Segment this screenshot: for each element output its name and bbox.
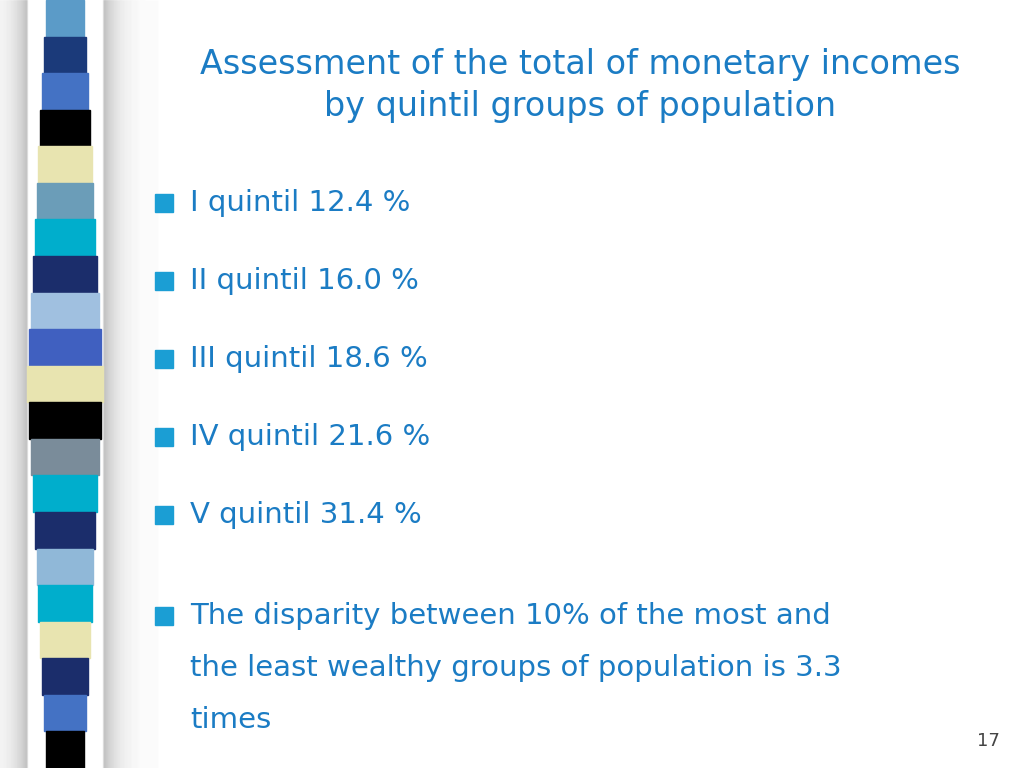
Text: V quintil 31.4 %: V quintil 31.4 % [190, 501, 422, 529]
Polygon shape [44, 37, 86, 73]
Polygon shape [155, 194, 173, 212]
Text: Assessment of the total of monetary incomes
by quintil groups of population: Assessment of the total of monetary inco… [200, 48, 961, 123]
Polygon shape [155, 428, 173, 446]
Text: III quintil 18.6 %: III quintil 18.6 % [190, 345, 428, 373]
Polygon shape [40, 110, 90, 146]
Polygon shape [155, 607, 173, 625]
Polygon shape [39, 146, 91, 183]
Text: I quintil 12.4 %: I quintil 12.4 % [190, 189, 411, 217]
Polygon shape [46, 731, 84, 768]
Text: 17: 17 [977, 732, 1000, 750]
Polygon shape [31, 439, 99, 475]
Polygon shape [155, 506, 173, 524]
Polygon shape [37, 548, 93, 585]
Polygon shape [37, 183, 93, 220]
Polygon shape [27, 366, 103, 402]
Polygon shape [35, 512, 95, 548]
Polygon shape [31, 293, 99, 329]
Polygon shape [46, 0, 84, 37]
Polygon shape [29, 329, 101, 366]
Polygon shape [29, 402, 101, 439]
Text: times: times [190, 706, 271, 734]
Polygon shape [33, 475, 97, 512]
Polygon shape [35, 220, 95, 256]
Polygon shape [42, 658, 88, 695]
Text: The disparity between 10% of the most and: The disparity between 10% of the most an… [190, 602, 830, 630]
Polygon shape [33, 256, 97, 293]
Polygon shape [155, 350, 173, 368]
Text: IV quintil 21.6 %: IV quintil 21.6 % [190, 423, 430, 451]
Polygon shape [39, 585, 91, 622]
Polygon shape [40, 622, 90, 658]
Text: II quintil 16.0 %: II quintil 16.0 % [190, 267, 419, 295]
Polygon shape [155, 272, 173, 290]
Polygon shape [44, 695, 86, 731]
Text: the least wealthy groups of population is 3.3: the least wealthy groups of population i… [190, 654, 842, 682]
Polygon shape [42, 73, 88, 110]
